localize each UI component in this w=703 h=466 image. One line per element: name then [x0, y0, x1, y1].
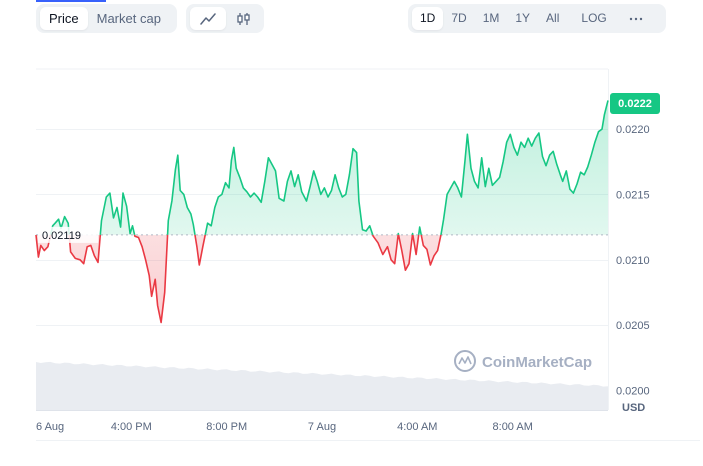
- chart-type-toggle: [186, 4, 264, 33]
- active-tab-indicator: [36, 0, 106, 2]
- x-tick-label: 8:00 AM: [493, 421, 533, 433]
- candlestick-chart-button[interactable]: [226, 7, 262, 30]
- y-axis: 0.0220 0.0215 0.0210 0.0205 0.0200: [616, 124, 650, 397]
- volume-area: [36, 361, 608, 410]
- x-axis: 6 Aug 4:00 PM 8:00 PM 7 Aug 4:00 AM 8:00 AM: [36, 421, 533, 433]
- time-range-toggle: 1D 7D 1M 1Y All LOG: [408, 4, 666, 33]
- x-tick-label: 4:00 PM: [111, 421, 152, 433]
- tab-price[interactable]: Price: [40, 7, 88, 30]
- line-chart-button[interactable]: [190, 7, 226, 30]
- range-1m[interactable]: 1M: [482, 11, 500, 25]
- watermark: CoinMarketCap: [454, 350, 592, 372]
- candlestick-icon: [237, 12, 250, 25]
- range-7d[interactable]: 7D: [451, 11, 467, 25]
- x-tick-label: 4:00 AM: [397, 421, 437, 433]
- reference-price-label: 0.02119: [38, 226, 98, 243]
- range-all[interactable]: All: [546, 11, 560, 25]
- tab-market-cap[interactable]: Market cap: [96, 11, 161, 26]
- more-options-button[interactable]: [621, 7, 651, 30]
- x-tick-label: 8:00 PM: [206, 421, 247, 433]
- y-tick-label: 0.0215: [616, 189, 650, 201]
- range-1d[interactable]: 1D: [412, 7, 444, 30]
- range-1y[interactable]: 1Y: [515, 11, 531, 25]
- price-line: [35, 100, 609, 324]
- y-tick-label: 0.0200: [616, 385, 650, 397]
- reference-price-text: 0.02119: [42, 230, 81, 242]
- x-tick-label: 7 Aug: [308, 421, 336, 433]
- currency-label: USD: [622, 402, 645, 414]
- watermark-text: CoinMarketCap: [482, 354, 592, 371]
- y-tick-label: 0.0205: [616, 320, 650, 332]
- current-price-text: 0.0222: [618, 98, 652, 110]
- x-tick-label: 6 Aug: [36, 421, 64, 433]
- price-area: [36, 100, 608, 323]
- volume-bars: [36, 361, 608, 410]
- more-horizontal-icon: [629, 17, 642, 20]
- y-tick-label: 0.0220: [616, 124, 650, 136]
- coinmarketcap-logo-icon: [454, 350, 476, 372]
- y-tick-label: 0.0210: [616, 255, 650, 267]
- metric-toggle: Price Market cap: [36, 4, 177, 33]
- current-price-badge: 0.0222: [610, 93, 660, 114]
- log-scale-toggle[interactable]: LOG: [581, 11, 607, 25]
- line-chart-icon: [200, 12, 216, 25]
